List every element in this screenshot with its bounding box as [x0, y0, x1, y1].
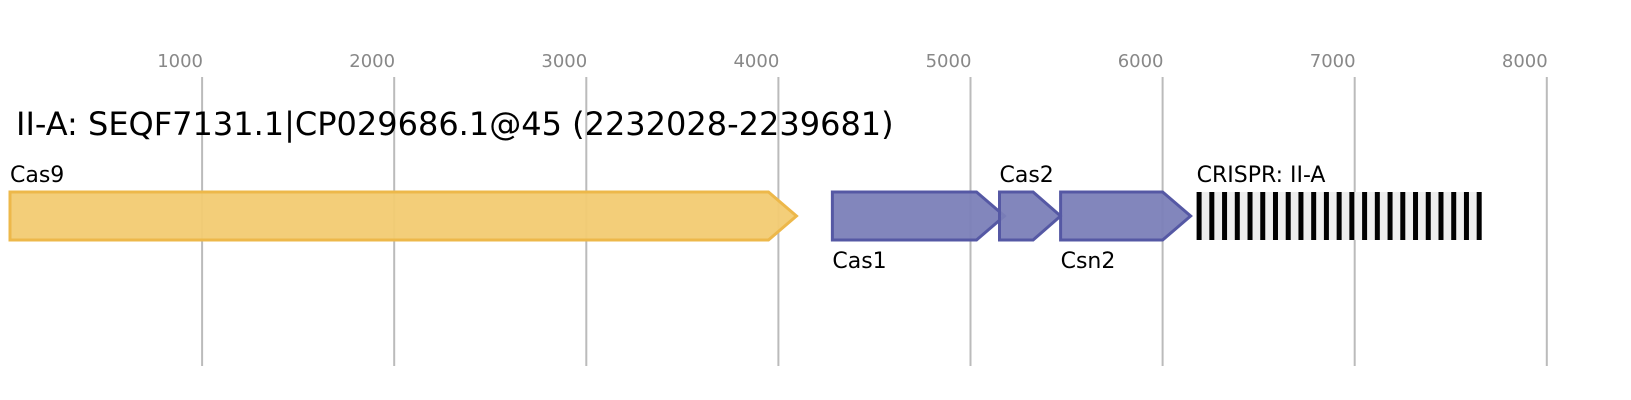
tick-label: 3000	[541, 51, 587, 72]
gene-arrow-cas9[interactable]	[8, 190, 799, 242]
crispr-array: CRISPR: II-A	[1196, 163, 1482, 240]
crispr-repeat	[1272, 192, 1278, 240]
tick-label: 2000	[349, 51, 395, 72]
gene-label: Cas9	[10, 163, 64, 188]
gene-label: Cas1	[832, 249, 886, 274]
crispr-repeat	[1362, 192, 1368, 240]
crispr-repeat	[1451, 192, 1457, 240]
tick-label: 7000	[1310, 51, 1356, 72]
crispr-repeat	[1285, 192, 1291, 240]
crispr-repeat	[1349, 192, 1355, 240]
gene-arrow-cas2[interactable]	[998, 190, 1063, 242]
crispr-repeat	[1387, 192, 1393, 240]
crispr-repeat	[1425, 192, 1431, 240]
crispr-repeat	[1413, 192, 1419, 240]
crispr-repeat	[1336, 192, 1342, 240]
crispr-label: CRISPR: II-A	[1197, 163, 1326, 188]
crispr-repeat	[1247, 192, 1253, 240]
crispr-repeat	[1298, 192, 1304, 240]
crispr-repeat	[1400, 192, 1406, 240]
tick-label: 6000	[1118, 51, 1164, 72]
crispr-repeat	[1463, 192, 1469, 240]
tick-label: 1000	[157, 51, 203, 72]
crispr-repeat	[1196, 192, 1202, 240]
crispr-repeat	[1209, 192, 1215, 240]
tick-label: 4000	[733, 51, 779, 72]
crispr-repeat	[1260, 192, 1266, 240]
crispr-repeat	[1323, 192, 1329, 240]
tick-label: 5000	[926, 51, 972, 72]
gene-arrow-csn2[interactable]	[1059, 190, 1193, 242]
crispr-repeat	[1476, 192, 1482, 240]
crispr-repeat	[1438, 192, 1444, 240]
gene-label: Csn2	[1061, 249, 1116, 274]
genes: Cas9 Cas1 Cas2 Csn2	[8, 163, 1193, 274]
diagram-title: II-A: SEQF7131.1|CP029686.1@45 (2232028-…	[16, 105, 894, 143]
crispr-repeat	[1374, 192, 1380, 240]
gene-label: Cas2	[1000, 163, 1054, 188]
tick-label: 8000	[1502, 51, 1548, 72]
gene-arrow-cas1[interactable]	[830, 190, 1007, 242]
crispr-repeat	[1311, 192, 1317, 240]
crispr-repeat	[1234, 192, 1240, 240]
crispr-repeat	[1222, 192, 1228, 240]
